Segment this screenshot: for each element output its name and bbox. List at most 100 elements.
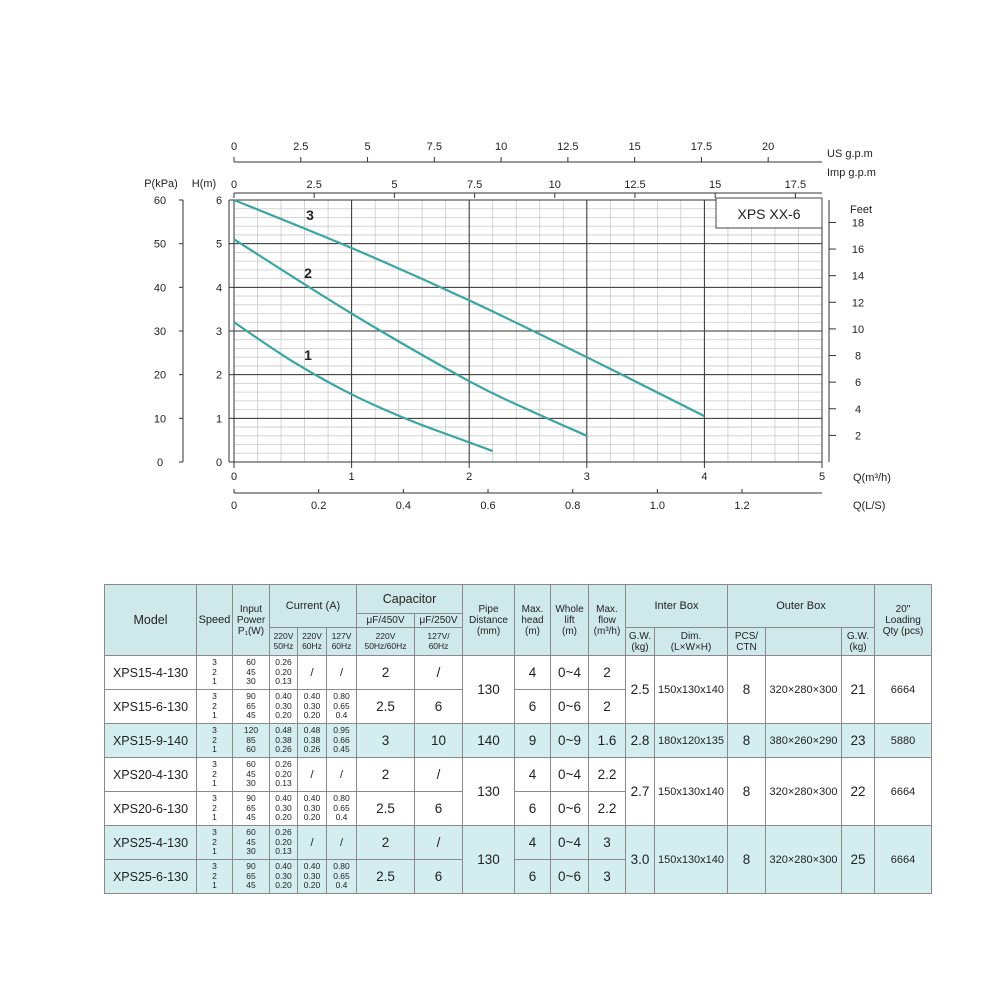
x-tick-label: 7.5 — [427, 141, 442, 153]
header-model: Model — [104, 584, 197, 656]
cell-pipe-distance: 130 — [462, 757, 515, 826]
header-outer-pcs: PCS/ CTN — [727, 627, 766, 656]
table-row: XPS15-9-140 3 2 1 120 85 60 0.48 0.38 0.26 0.48 0.3… — [104, 723, 932, 758]
header-cap-250: μF/250V — [414, 613, 463, 628]
header-max-flow: Max. flow (m³/h) — [588, 584, 626, 656]
cell-model: XPS20-4-130 — [104, 757, 197, 792]
y-axis-label-kpa: P(kPa) — [144, 178, 178, 190]
cell-outer-pcs: 8 — [727, 723, 766, 758]
header-outer-dim — [765, 627, 842, 656]
y-tick-label: 18 — [852, 217, 864, 229]
y-tick-label: 2 — [855, 430, 861, 442]
cell-inter-dim: 150x130x140 — [654, 655, 728, 724]
cell-cap-450: 2 — [356, 655, 415, 690]
curve-speed-1 — [233, 321, 494, 453]
chart-title: XPS XX-6 — [737, 206, 800, 222]
cell-current-220-60: 0.40 0.30 0.20 — [297, 859, 327, 894]
x-tick-label: 2.5 — [293, 141, 308, 153]
cell-outer-gw: 23 — [841, 723, 875, 758]
cell-model: XPS15-4-130 — [104, 655, 197, 690]
cell-power: 90 65 45 — [232, 859, 270, 894]
pump-curves — [233, 198, 705, 453]
cell-power: 90 65 45 — [232, 689, 270, 724]
y-tick-label: 10 — [154, 413, 166, 425]
cell-outer-pcs: 8 — [727, 825, 766, 894]
header-input-power: Input Power P₁(W) — [232, 584, 270, 656]
pump-performance-chart: 0 1 2 3 4 5 Q(m³/h)0 0.2 0.4 0.6 0.8 1.0 1.2 Q(L/S)0 2… — [144, 141, 891, 512]
cell-inter-gw: 2.7 — [625, 757, 655, 826]
cell-cap-250: 10 — [414, 723, 463, 758]
header-cap-250-volt: 127V/ 60Hz — [414, 627, 463, 656]
cell-current-127-60: / — [326, 655, 357, 690]
x-tick-label: 10 — [495, 141, 507, 153]
cell-cap-450: 2.5 — [356, 859, 415, 894]
x-tick-label: 3 — [584, 471, 590, 483]
chart-axes — [179, 157, 836, 494]
cell-power: 60 45 30 — [232, 825, 270, 860]
cell-outer-pcs: 8 — [727, 655, 766, 724]
cell-current-220-50: 0.40 0.30 0.20 — [269, 859, 298, 894]
x-axis-label-us: US g.p.m — [827, 148, 873, 160]
chart-grid — [233, 199, 823, 463]
y-tick-label: 6 — [855, 377, 861, 389]
table-header: Model Speed Input Power P₁(W) Current (A… — [104, 584, 932, 656]
cell-current-127-60: 0.95 0.66 0.45 — [326, 723, 357, 758]
cell-inter-gw: 2.8 — [625, 723, 655, 758]
y-tick-label: 8 — [855, 351, 861, 363]
table-group: XPS15-4-130 3 2 1 60 45 30 0.26 0.20 0.13//2/130 4… — [104, 655, 932, 724]
table-row: XPS20-6-130 3 2 1 90 65 45 0.40 0.30 0.20 0.40 0.30… — [104, 791, 932, 826]
cell-max-flow: 3 — [588, 825, 626, 860]
cell-power: 90 65 45 — [232, 791, 270, 826]
curve-speed-3 — [233, 198, 705, 418]
cell-whole-lift: 0~9 — [550, 723, 589, 758]
cell-inter-gw: 2.5 — [625, 655, 655, 724]
cell-max-flow: 2 — [588, 655, 626, 690]
x-tick-label: 1 — [349, 471, 355, 483]
y-axis-label-feet: Feet — [850, 204, 872, 216]
cell-pipe-distance: 130 — [462, 655, 515, 724]
cell-current-220-60: / — [297, 757, 327, 792]
y-tick-label: 12 — [852, 297, 864, 309]
y-tick-label: 10 — [852, 324, 864, 336]
table-row: XPS25-6-130 3 2 1 90 65 45 0.40 0.30 0.20 0.40 0.30… — [104, 859, 932, 894]
cell-max-head: 4 — [514, 757, 551, 792]
x-tick-label: 0 — [231, 179, 237, 191]
cell-cap-250: / — [414, 825, 463, 860]
cell-max-flow: 1.6 — [588, 723, 626, 758]
cell-max-head: 4 — [514, 825, 551, 860]
x-tick-label: 0.6 — [480, 500, 495, 512]
x-axis-label-q: Q(m³/h) — [853, 472, 891, 484]
x-tick-label: 4 — [701, 471, 707, 483]
table-row: XPS25-4-130 3 2 1 60 45 30 0.26 0.20 0.13//2/130 4… — [104, 825, 932, 894]
header-capacitor: Capacitor — [356, 584, 463, 614]
cell-current-220-50: 0.40 0.30 0.20 — [269, 689, 298, 724]
cell-max-head: 6 — [514, 859, 551, 894]
cell-outer-gw: 25 — [841, 825, 875, 894]
y-tick-label: 50 — [154, 239, 166, 251]
y-tick-label: 60 — [154, 195, 166, 207]
cell-max-head: 6 — [514, 791, 551, 826]
cell-model: XPS25-4-130 — [104, 825, 197, 860]
header-outer-box: Outer Box — [727, 584, 875, 628]
cell-loading-qty: 5880 — [874, 723, 932, 758]
curve-speed-2 — [233, 238, 588, 437]
cell-current-220-50: 0.26 0.20 0.13 — [269, 655, 298, 690]
x-tick-label: 20 — [762, 141, 774, 153]
header-cap-450-volt: 220V 50Hz/60Hz — [356, 627, 415, 656]
cell-power: 120 85 60 — [232, 723, 270, 758]
cell-model: XPS25-6-130 — [104, 859, 197, 894]
header-current-127-60: 127V 60Hz — [326, 627, 357, 656]
cell-cap-450: 2 — [356, 825, 415, 860]
cell-cap-250: 6 — [414, 791, 463, 826]
cell-max-flow: 2.2 — [588, 757, 626, 792]
x-tick-label: 5 — [391, 179, 397, 191]
cell-max-flow: 2 — [588, 689, 626, 724]
cell-cap-250: / — [414, 655, 463, 690]
x-tick-label: 0.8 — [565, 500, 580, 512]
chart-title-box — [715, 197, 823, 229]
cell-current-220-60: 0.48 0.38 0.26 — [297, 723, 327, 758]
cell-cap-450: 2 — [356, 757, 415, 792]
